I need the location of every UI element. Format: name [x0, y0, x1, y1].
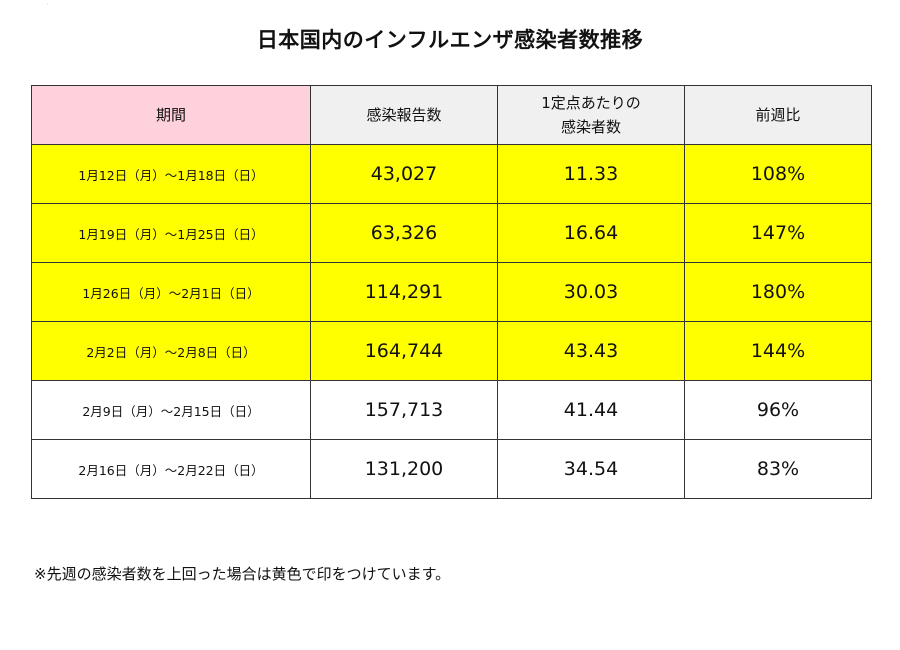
- table-row: 2月2日（月）～2月8日（日） 164,744 43.43 144%: [31, 321, 872, 381]
- wow-cell: 96%: [684, 380, 872, 440]
- reports-cell: 164,744: [310, 321, 498, 381]
- period-cell: 2月16日（月）～2月22日（日）: [31, 439, 311, 499]
- period-cell: 2月2日（月）～2月8日（日）: [31, 321, 311, 381]
- per-site-cell: 11.33: [497, 144, 685, 204]
- reports-cell: 131,200: [310, 439, 498, 499]
- per-site-cell: 41.44: [497, 380, 685, 440]
- table-header-row: 期間 感染報告数 1定点あたりの 感染者数 前週比: [31, 85, 872, 145]
- header-per-site: 1定点あたりの 感染者数: [497, 85, 685, 145]
- period-cell: 1月19日（月）～1月25日（日）: [31, 203, 311, 263]
- header-reports: 感染報告数: [310, 85, 498, 145]
- page-title: 日本国内のインフルエンザ感染者数推移: [256, 28, 644, 52]
- period-cell: 1月12日（月）～1月18日（日）: [31, 144, 311, 204]
- reports-cell: 63,326: [310, 203, 498, 263]
- header-per-site-line2: 感染者数: [560, 118, 621, 136]
- table-row: 2月9日（月）～2月15日（日） 157,713 41.44 96%: [31, 380, 872, 440]
- wow-cell: 108%: [684, 144, 872, 204]
- per-site-cell: 16.64: [497, 203, 685, 263]
- footnote: ※先週の感染者数を上回った場合は黄色で印をつけています。: [34, 565, 451, 583]
- header-per-site-line1: 1定点あたりの: [541, 94, 641, 112]
- reports-cell: 157,713: [310, 380, 498, 440]
- period-cell: 2月9日（月）～2月15日（日）: [31, 380, 311, 440]
- influenza-stats-table: 期間 感染報告数 1定点あたりの 感染者数 前週比 1月12日（月）～1月18日…: [31, 85, 872, 499]
- per-site-cell: 34.54: [497, 439, 685, 499]
- reports-cell: 43,027: [310, 144, 498, 204]
- per-site-cell: 43.43: [497, 321, 685, 381]
- wow-cell: 147%: [684, 203, 872, 263]
- per-site-cell: 30.03: [497, 262, 685, 322]
- table-row: 1月19日（月）～1月25日（日） 63,326 16.64 147%: [31, 203, 872, 263]
- wow-cell: 83%: [684, 439, 872, 499]
- table-row: 1月12日（月）～1月18日（日） 43,027 11.33 108%: [31, 144, 872, 204]
- reports-cell: 114,291: [310, 262, 498, 322]
- table-row: 1月26日（月）～2月1日（日） 114,291 30.03 180%: [31, 262, 872, 322]
- wow-cell: 144%: [684, 321, 872, 381]
- table-row: 2月16日（月）～2月22日（日） 131,200 34.54 83%: [31, 439, 872, 499]
- period-cell: 1月26日（月）～2月1日（日）: [31, 262, 311, 322]
- corner-mark: ˙: [46, 3, 49, 10]
- header-period: 期間: [31, 85, 311, 145]
- wow-cell: 180%: [684, 262, 872, 322]
- header-wow: 前週比: [684, 85, 872, 145]
